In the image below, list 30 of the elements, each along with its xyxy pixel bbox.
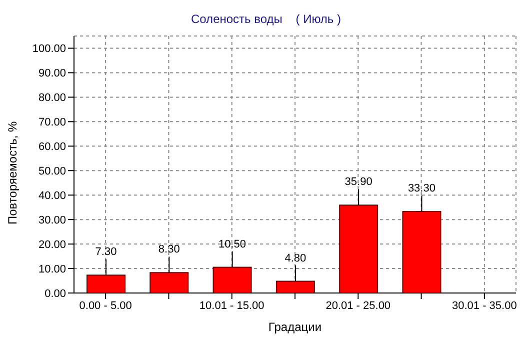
y-tick-label: 90.00 bbox=[38, 68, 66, 80]
y-axis-title: Повторяемость, % bbox=[5, 121, 20, 224]
data-label: 35.90 bbox=[344, 176, 372, 188]
y-tick-label: 70.00 bbox=[38, 116, 66, 129]
chart-title: Соленость воды ( Июль ) bbox=[190, 11, 342, 28]
data-label: 4.80 bbox=[284, 252, 306, 264]
y-tick-label: 30.00 bbox=[38, 214, 66, 226]
y-tick-label: 10.00 bbox=[38, 263, 66, 276]
data-label: 10.50 bbox=[218, 238, 246, 250]
bar bbox=[86, 274, 126, 293]
x-tick-label: 20.01 - 25.00 bbox=[326, 300, 391, 312]
x-tick-label: 10.01 - 15.00 bbox=[199, 300, 264, 312]
x-tick-label: 30.01 - 35.00 bbox=[452, 300, 517, 312]
y-tick-label: 40.00 bbox=[38, 190, 66, 202]
bar bbox=[402, 210, 442, 293]
bar bbox=[212, 266, 252, 293]
y-tick-label: 20.00 bbox=[38, 238, 66, 251]
x-axis-title: Градации bbox=[268, 320, 322, 334]
y-tick-label: 100.00 bbox=[32, 43, 66, 56]
y-tick-label: 50.00 bbox=[38, 166, 66, 178]
data-label: 7.30 bbox=[95, 246, 117, 258]
y-tick-label: 60.00 bbox=[38, 141, 66, 154]
y-tick-label: 0.00 bbox=[44, 288, 66, 300]
bar bbox=[276, 280, 315, 293]
bar bbox=[150, 272, 189, 293]
x-tick-label: 0.00 - 5.00 bbox=[79, 300, 132, 312]
y-tick-label: 80.00 bbox=[38, 92, 66, 104]
data-label: 33.30 bbox=[408, 182, 436, 194]
bar bbox=[339, 204, 378, 293]
data-label: 8.30 bbox=[158, 244, 180, 256]
